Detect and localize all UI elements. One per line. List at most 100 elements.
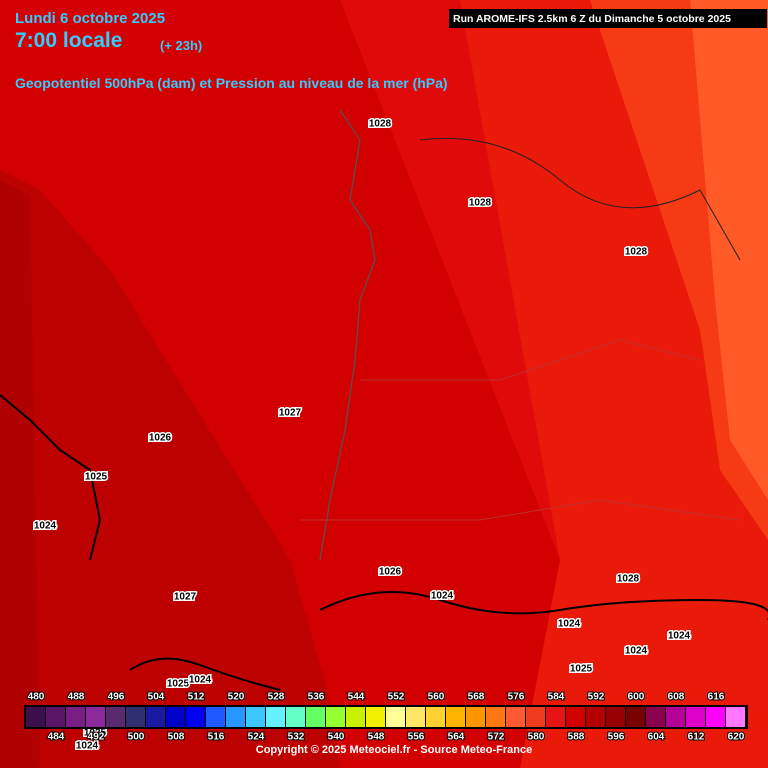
colorbar-swatch (726, 707, 745, 727)
colorbar-swatch (686, 707, 705, 727)
colorbar-swatch (126, 707, 145, 727)
colorbar-label: 592 (588, 692, 605, 703)
isobar-label: 1025 (85, 472, 108, 483)
colorbar-swatch (526, 707, 545, 727)
isobar-label: 1024 (558, 619, 581, 630)
colorbar-label: 580 (528, 732, 545, 743)
colorbar-swatch (566, 707, 585, 727)
isobar-label: 1026 (379, 567, 402, 578)
colorbar-swatch (386, 707, 405, 727)
colorbar-label: 604 (648, 732, 665, 743)
colorbar-label: 584 (548, 692, 565, 703)
date-title: Lundi 6 octobre 2025 (15, 10, 165, 27)
colorbar-swatch (146, 707, 165, 727)
colorbar-swatch (26, 707, 45, 727)
colorbar-swatch (106, 707, 125, 727)
colorbar-label: 484 (48, 732, 65, 743)
colorbar-swatch (166, 707, 185, 727)
run-info: Run AROME-IFS 2.5km 6 Z du Dimanche 5 oc… (453, 13, 731, 25)
colorbar-label: 600 (628, 692, 645, 703)
colorbar-swatch (546, 707, 565, 727)
isobar-label: 1027 (174, 592, 197, 603)
isobar-label: 1024 (189, 675, 212, 686)
colorbar-label: 528 (268, 692, 285, 703)
colorbar-swatch (366, 707, 385, 727)
isobar-label: 1025 (167, 679, 190, 690)
colorbar-swatch (326, 707, 345, 727)
colorbar-swatch (666, 707, 685, 727)
isobar-label: 1028 (469, 198, 492, 209)
colorbar-swatch (586, 707, 605, 727)
isobar-label: 1028 (625, 247, 648, 258)
isobar-label: 1028 (617, 574, 640, 585)
isobar-label: 1028 (369, 119, 392, 130)
colorbar-label: 612 (688, 732, 705, 743)
colorbar-swatch (646, 707, 665, 727)
run-box (449, 9, 767, 28)
colorbar-swatch (446, 707, 465, 727)
copyright: Copyright © 2025 Meteociel.fr - Source M… (256, 744, 532, 756)
isobar-label: 1025 (570, 664, 593, 675)
colorbar-label: 488 (68, 692, 85, 703)
colorbar-label: 520 (228, 692, 245, 703)
colorbar-label: 496 (108, 692, 125, 703)
colorbar-swatch (246, 707, 265, 727)
colorbar-label: 552 (388, 692, 405, 703)
colorbar-swatch (206, 707, 225, 727)
colorbar-label: 544 (348, 692, 365, 703)
colorbar-swatch (426, 707, 445, 727)
colorbar-label: 588 (568, 732, 585, 743)
colorbar-label: 564 (448, 732, 465, 743)
isobar-label: 1027 (279, 408, 302, 419)
colorbar-label: 516 (208, 732, 225, 743)
colorbar-label: 548 (368, 732, 385, 743)
colorbar-label: 536 (308, 692, 325, 703)
colorbar-swatch (66, 707, 85, 727)
colorbar-label: 576 (508, 692, 525, 703)
colorbar-swatch (486, 707, 505, 727)
colorbar: 480 484 488 492 496 500 504 508 512 516 520 524 528 5… (24, 691, 748, 744)
colorbar-label: 608 (668, 692, 685, 703)
colorbar-swatch (266, 707, 285, 727)
colorbar-swatch (306, 707, 325, 727)
colorbar-label: 492 (88, 732, 105, 743)
time-title: 7:00 locale (15, 29, 122, 52)
colorbar-label: 532 (288, 732, 305, 743)
isobar-label: 1024 (34, 521, 57, 532)
colorbar-label: 596 (608, 732, 625, 743)
colorbar-label: 616 (708, 692, 725, 703)
coastlines (0, 109, 768, 691)
colorbar-swatch (626, 707, 645, 727)
isobar-labels: 1028102810281027102610251024102710261024… (32, 117, 692, 753)
colorbar-swatch (46, 707, 65, 727)
colorbar-swatch (286, 707, 305, 727)
colorbar-swatch (406, 707, 425, 727)
colorbar-label: 512 (188, 692, 205, 703)
isobar-label: 1024 (431, 591, 454, 602)
colorbar-label: 480 (28, 692, 45, 703)
colorbar-label: 572 (488, 732, 505, 743)
colorbar-label: 568 (468, 692, 485, 703)
isobar-label: 1025 (84, 728, 107, 739)
field-description: Geopotentiel 500hPa (dam) et Pression au… (15, 75, 448, 91)
colorbar-swatch (346, 707, 365, 727)
colorbar-swatch (466, 707, 485, 727)
colorbar-label: 508 (168, 732, 185, 743)
colorbar-label: 620 (728, 732, 745, 743)
isobar-label: 1026 (149, 433, 172, 444)
isobar-label: 1024 (668, 631, 691, 642)
colorbar-label: 504 (148, 692, 165, 703)
isobar-label: 1024 (76, 741, 99, 752)
colorbar-label: 540 (328, 732, 345, 743)
colorbar-swatch (226, 707, 245, 727)
colorbar-swatch (186, 707, 205, 727)
colorbar-swatch (86, 707, 105, 727)
colorbar-swatch (506, 707, 525, 727)
colorbar-label: 560 (428, 692, 445, 703)
colorbar-swatch (706, 707, 725, 727)
colorbar-label: 556 (408, 732, 425, 743)
isobar-label: 1024 (625, 646, 648, 657)
colorbar-swatch (606, 707, 625, 727)
